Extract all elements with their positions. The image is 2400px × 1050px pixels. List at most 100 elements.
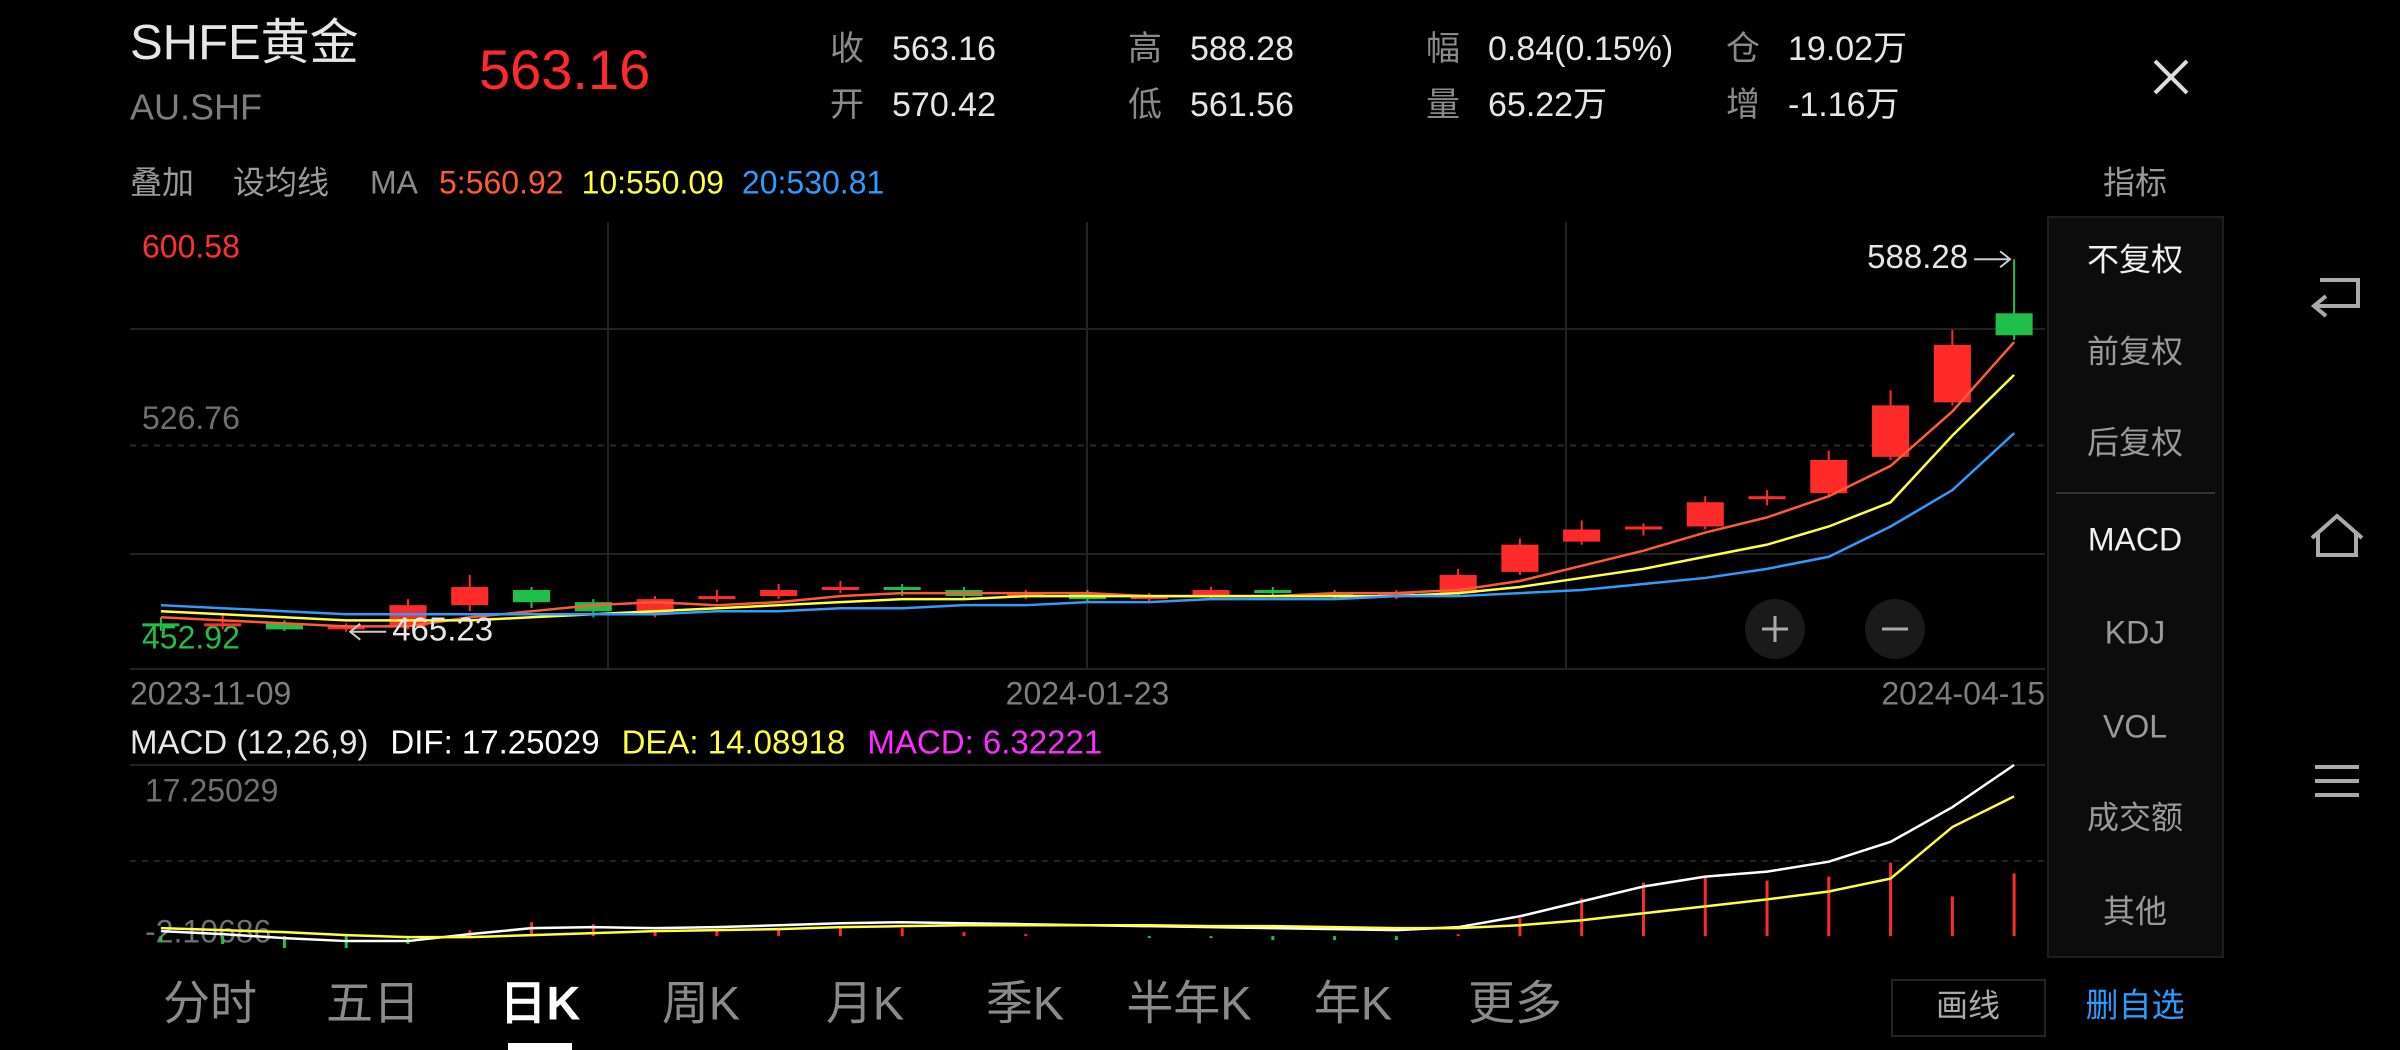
candle-body <box>821 587 859 591</box>
remove-watchlist-button[interactable]: 删自选 <box>2086 987 2185 1024</box>
tab[interactable]: 月K <box>826 976 904 1029</box>
nav-bar <box>2310 278 2364 797</box>
ma-line <box>160 373 2015 622</box>
y-tick-label: 526.76 <box>142 400 240 436</box>
candle-body <box>1624 526 1662 530</box>
candle-body <box>1810 459 1848 494</box>
chart-grid <box>130 222 2045 862</box>
low-marker: 465.23 <box>392 610 493 647</box>
ma-settings-button[interactable]: 设均线 <box>233 164 329 200</box>
ma-legend: 20:530.81 <box>742 164 884 200</box>
candle-body <box>1995 313 2033 336</box>
draw-button-frame <box>1891 979 2046 1037</box>
high-marker: 588.28 <box>1867 238 1968 275</box>
candle-body <box>1933 344 1971 403</box>
instrument-title: SHFE黄金 <box>130 16 359 70</box>
tab-underline <box>508 1043 572 1050</box>
tab[interactable]: 五日 <box>326 976 420 1029</box>
candle-body <box>760 590 798 597</box>
quote-value: 19.02万 <box>1788 30 1907 68</box>
candle-body <box>698 596 736 600</box>
quote-label: 高 <box>1128 30 1162 68</box>
overlay-button[interactable]: 叠加 <box>130 164 194 200</box>
low-arrow <box>348 622 387 641</box>
candle-body <box>1686 502 1724 527</box>
zoom-out-button[interactable] <box>1865 599 1925 659</box>
instrument-code: AU.SHF <box>130 87 262 128</box>
candle-body <box>1377 593 1415 597</box>
last-price: 563.16 <box>479 38 650 101</box>
quote-label: 收 <box>830 30 864 68</box>
quote-value: -1.16万 <box>1788 86 1900 124</box>
side-menu-item[interactable]: 其他 <box>2103 893 2167 929</box>
macd-legend: DEA: 14.08918 <box>622 724 846 761</box>
candle-body <box>142 623 180 627</box>
y-axis-max: 600.58 <box>142 228 240 264</box>
side-menu-item[interactable]: 前复权 <box>2087 333 2183 369</box>
candle-body <box>1501 544 1539 572</box>
candle-body <box>883 587 921 591</box>
candle-body <box>327 626 365 630</box>
candle-body <box>1563 529 1601 542</box>
macd-axis-max: 17.25029 <box>145 772 278 808</box>
quote-value: 0.84(0.15%) <box>1488 30 1673 68</box>
menu-button[interactable] <box>2315 765 2359 797</box>
draw-line-button[interactable]: 画线 <box>1936 987 2000 1023</box>
candle-body <box>1007 593 1045 597</box>
side-menu-item[interactable]: 后复权 <box>2087 424 2183 460</box>
side-menu <box>2047 216 2224 958</box>
ma-legend: 5:560.92 <box>439 164 564 200</box>
candle-body <box>204 623 242 627</box>
candle-body <box>1254 590 1292 594</box>
candle-body <box>1748 496 1786 500</box>
quote-label: 幅 <box>1426 30 1460 68</box>
ma-legend: 10:550.09 <box>582 164 724 200</box>
home-button[interactable] <box>2310 513 2364 557</box>
side-menu-item[interactable]: 不复权 <box>2087 241 2183 277</box>
quote-value: 570.42 <box>892 86 996 124</box>
ma-line <box>160 341 2016 628</box>
quote-label: 开 <box>830 86 864 124</box>
x-tick-label: 2023-11-09 <box>130 675 291 711</box>
back-button[interactable] <box>2310 278 2360 318</box>
quote-value: 561.56 <box>1190 86 1294 124</box>
tab[interactable]: 半年K <box>1126 976 1251 1029</box>
macd-legend: DIF: 17.25029 <box>390 724 599 761</box>
side-menu-item[interactable]: 成交额 <box>2087 799 2183 835</box>
candle-body <box>513 590 551 603</box>
side-menu-item[interactable]: VOL <box>2103 708 2167 744</box>
indicator-button[interactable]: 指标 <box>2103 164 2167 200</box>
candle-body <box>1192 590 1230 597</box>
candle-body <box>1316 593 1354 597</box>
quote-value: 563.16 <box>892 30 996 68</box>
tab[interactable]: 年K <box>1314 976 1392 1029</box>
macd-legend: MACD: 6.32221 <box>867 724 1102 761</box>
close-icon <box>2153 59 2189 95</box>
quote-label: 量 <box>1426 86 1460 124</box>
quote-label: 仓 <box>1726 30 1760 68</box>
high-arrow <box>1974 250 2012 269</box>
side-menu-item[interactable]: MACD <box>2088 521 2182 557</box>
close-button[interactable] <box>2153 59 2189 95</box>
quote-label: 低 <box>1128 86 1162 124</box>
candle-body <box>265 623 303 630</box>
dea-line <box>160 795 2015 939</box>
tab[interactable]: 日K <box>500 976 581 1029</box>
tab[interactable]: 更多 <box>1468 976 1562 1029</box>
zoom-in-button[interactable] <box>1745 599 1805 659</box>
candle-body <box>1130 596 1168 600</box>
macd-legend: MACD (12,26,9) <box>130 724 368 761</box>
quote-value: 65.22万 <box>1488 86 1607 124</box>
side-menu-item[interactable]: KDJ <box>2105 614 2165 650</box>
tab[interactable]: 季K <box>986 976 1064 1029</box>
quote-label: 增 <box>1726 86 1760 124</box>
x-tick-label: 2024-01-23 <box>1006 675 1170 711</box>
tab[interactable]: 分时 <box>163 976 257 1029</box>
tab[interactable]: 周K <box>662 976 740 1029</box>
candle-body <box>451 587 489 606</box>
candle-body <box>574 602 612 612</box>
quote-value: 588.28 <box>1190 30 1294 68</box>
